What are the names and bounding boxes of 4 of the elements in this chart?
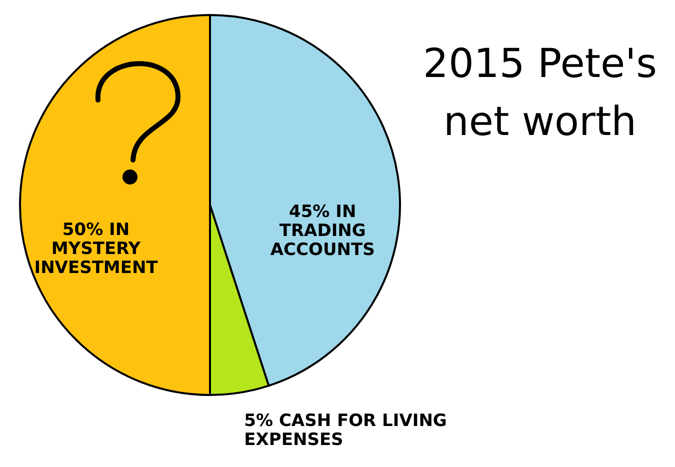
slice-label: 45% IN TRADING ACCOUNTS — [270, 202, 375, 260]
slice-label: 50% IN MYSTERY INVESTMENT — [34, 220, 158, 278]
text: 2015 Pete's net worth — [423, 41, 657, 145]
slice-label: 5% CASH FOR LIVING EXPENSES — [244, 410, 447, 450]
